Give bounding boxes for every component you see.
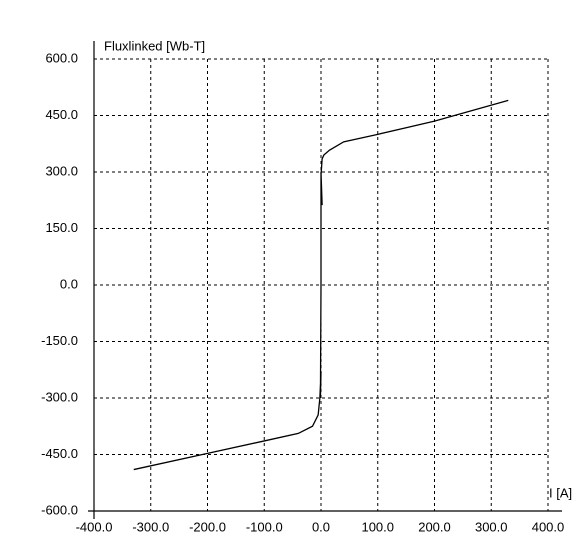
x-tick-label: -400.0 <box>76 519 113 534</box>
x-tick-label: 0.0 <box>312 519 330 534</box>
x-tick-label: -200.0 <box>189 519 226 534</box>
y-tick-label: -300.0 <box>41 389 78 404</box>
y-tick-label: -150.0 <box>41 333 78 348</box>
x-tick-label: 300.0 <box>475 519 508 534</box>
y-axis-label: Fluxlinked [Wb-T] <box>104 38 205 53</box>
y-tick-label: -450.0 <box>41 446 78 461</box>
x-tick-label: -100.0 <box>246 519 283 534</box>
curve <box>133 99 509 471</box>
y-tick-label: 450.0 <box>45 107 78 122</box>
x-tick-label: 100.0 <box>361 519 394 534</box>
x-tick-label: -300.0 <box>132 519 169 534</box>
x-tick-label: 200.0 <box>418 519 451 534</box>
x-axis-label: I [A] <box>549 485 572 500</box>
y-tick-label: 0.0 <box>60 276 78 291</box>
y-tick-label: 600.0 <box>45 50 78 65</box>
y-tick-label: 300.0 <box>45 163 78 178</box>
y-tick-label: -600.0 <box>41 502 78 517</box>
y-tick-label: 150.0 <box>45 220 78 235</box>
x-tick-label: 400.0 <box>532 519 565 534</box>
